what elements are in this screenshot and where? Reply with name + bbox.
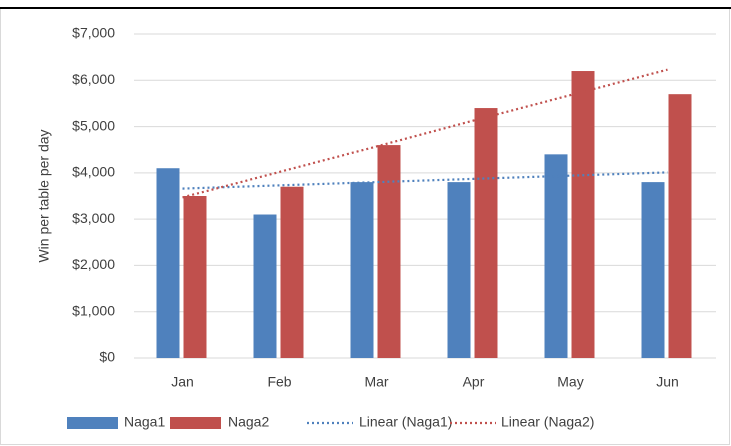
y-tick-label: $6,000	[72, 71, 115, 87]
legend-swatch	[170, 417, 221, 429]
legend-label: Linear (Naga2)	[501, 414, 594, 430]
legend-swatch	[67, 417, 118, 429]
bar	[156, 168, 180, 358]
y-tick-label: $4,000	[72, 164, 115, 180]
y-tick-label: $3,000	[72, 210, 115, 226]
y-axis-title: Win per table per day	[36, 129, 52, 262]
bar	[377, 145, 401, 358]
bar	[253, 214, 277, 358]
legend-label: Naga1	[124, 414, 165, 430]
y-tick-label: $0	[99, 349, 115, 365]
bar	[447, 182, 471, 358]
trendline	[182, 68, 668, 199]
y-tick-label: $5,000	[72, 117, 115, 133]
x-tick-label: Apr	[463, 374, 485, 390]
trendline	[182, 171, 668, 190]
legend-label: Naga2	[228, 414, 269, 430]
x-tick-label: Jun	[656, 374, 679, 390]
y-tick-label: $2,000	[72, 256, 115, 272]
x-tick-label: Feb	[267, 374, 291, 390]
bar	[668, 94, 692, 359]
x-tick-label: Mar	[364, 374, 388, 390]
x-tick-label: Jan	[171, 374, 194, 390]
bar	[183, 196, 207, 358]
bar	[571, 71, 595, 359]
y-tick-label: $1,000	[72, 302, 115, 318]
legend-label: Linear (Naga1)	[359, 414, 452, 430]
x-tick-label: May	[557, 374, 583, 390]
bar	[350, 182, 374, 358]
bar	[474, 108, 498, 358]
bar	[280, 186, 304, 358]
bar	[544, 154, 568, 358]
y-tick-label: $7,000	[72, 25, 115, 41]
bar	[641, 182, 665, 358]
